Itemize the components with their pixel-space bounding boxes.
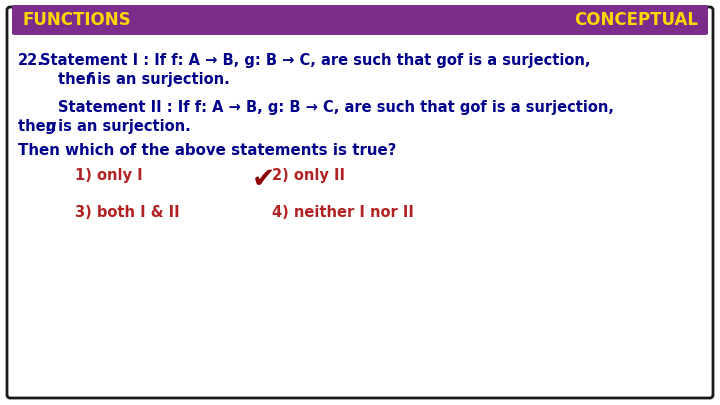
Text: ✔: ✔ <box>252 165 275 193</box>
Text: Statement I : If f: A → B, g: B → C, are such that gof is a surjection,: Statement I : If f: A → B, g: B → C, are… <box>40 53 590 68</box>
Text: CONCEPTUAL: CONCEPTUAL <box>574 11 698 29</box>
Text: FUNCTIONS: FUNCTIONS <box>22 11 130 29</box>
FancyBboxPatch shape <box>12 5 708 35</box>
Text: 22.: 22. <box>18 53 44 68</box>
Text: then: then <box>58 72 102 87</box>
Text: Then which of the above statements is true?: Then which of the above statements is tr… <box>18 143 397 158</box>
Text: 4) neither I nor II: 4) neither I nor II <box>272 205 414 220</box>
Text: 3) both I & II: 3) both I & II <box>75 205 179 220</box>
Text: 1) only I: 1) only I <box>75 168 143 183</box>
Text: then: then <box>18 119 61 134</box>
Text: f: f <box>85 72 91 87</box>
Text: g: g <box>46 119 56 134</box>
Text: is an surjection.: is an surjection. <box>92 72 230 87</box>
Text: 2) only II: 2) only II <box>272 168 345 183</box>
FancyBboxPatch shape <box>7 7 713 398</box>
Text: Statement II : If f: A → B, g: B → C, are such that gof is a surjection,: Statement II : If f: A → B, g: B → C, ar… <box>58 100 614 115</box>
Text: is an surjection.: is an surjection. <box>53 119 191 134</box>
